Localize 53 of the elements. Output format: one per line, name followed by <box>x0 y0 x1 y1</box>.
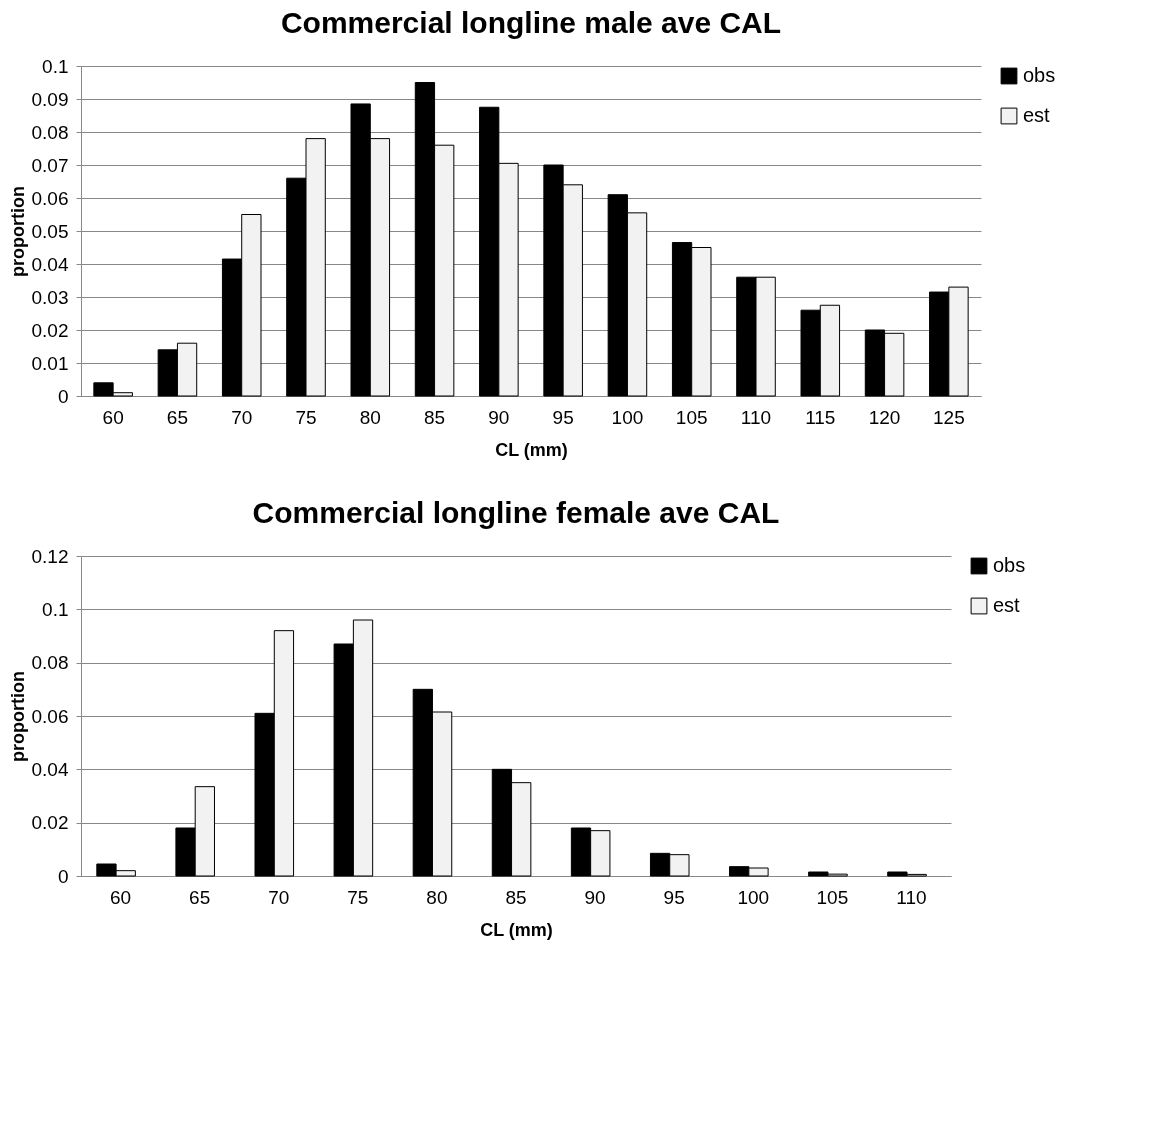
x-tick-label: 80 <box>426 886 448 908</box>
x-axis-title: CL (mm) <box>480 919 553 940</box>
x-tick-label: 70 <box>231 406 253 428</box>
x-tick-label: 110 <box>740 406 772 428</box>
y-tick-label: 0.12 <box>31 545 69 567</box>
y-tick-label: 0.04 <box>31 253 69 275</box>
y-tick-label: 0.01 <box>31 352 69 374</box>
x-tick-label: 60 <box>102 406 124 428</box>
x-tick-label: 105 <box>675 406 708 428</box>
y-tick-label: 0.07 <box>31 154 69 176</box>
chart-title: Commercial longline female ave CAL <box>252 496 780 529</box>
y-tick-label: 0.08 <box>31 652 69 674</box>
y-tick-label: 0.1 <box>42 598 69 620</box>
x-tick-label: 75 <box>347 886 369 908</box>
y-tick-label: 0 <box>57 385 69 407</box>
x-tick-label: 95 <box>552 406 574 428</box>
y-axis-title: proportion <box>7 671 28 762</box>
x-tick-label: 65 <box>166 406 188 428</box>
x-tick-label: 60 <box>109 886 132 908</box>
x-tick-label: 100 <box>737 886 770 908</box>
y-axis-title: proportion <box>7 186 28 277</box>
y-tick-label: 0.06 <box>31 705 69 727</box>
x-tick-label: 90 <box>488 406 510 428</box>
y-tick-label: 0 <box>57 865 69 887</box>
x-tick-label: 90 <box>584 886 606 908</box>
x-tick-label: 85 <box>424 406 446 428</box>
y-tick-label: 0.02 <box>31 812 69 834</box>
x-axis-title: CL (mm) <box>495 439 568 460</box>
legend-label: obs <box>993 554 1026 576</box>
y-tick-label: 0.06 <box>31 187 69 209</box>
x-tick-label: 95 <box>663 886 685 908</box>
legend-label: obs <box>1023 64 1056 86</box>
x-tick-label: 120 <box>868 406 901 428</box>
y-tick-label: 0.03 <box>31 286 69 308</box>
y-tick-label: 0.02 <box>31 319 69 341</box>
x-tick-label: 70 <box>268 886 290 908</box>
y-tick-label: 0.08 <box>31 121 69 143</box>
x-tick-label: 125 <box>933 406 965 428</box>
y-tick-label: 0.05 <box>31 220 69 242</box>
legend-label: est <box>993 594 1021 616</box>
x-tick-label: 80 <box>359 406 381 428</box>
x-tick-label: 115 <box>805 406 836 428</box>
x-tick-label: 65 <box>189 886 211 908</box>
x-tick-label: 75 <box>295 406 317 428</box>
x-tick-label: 85 <box>505 886 527 908</box>
y-tick-label: 0.04 <box>31 758 69 780</box>
chart-title: Commercial longline male ave CAL <box>280 6 782 39</box>
x-tick-label: 110 <box>896 886 927 908</box>
y-tick-label: 0.1 <box>42 55 69 77</box>
y-tick-label: 0.09 <box>31 88 69 110</box>
x-tick-label: 100 <box>611 406 644 428</box>
x-tick-label: 105 <box>816 886 849 908</box>
legend-label: est <box>1023 104 1051 126</box>
